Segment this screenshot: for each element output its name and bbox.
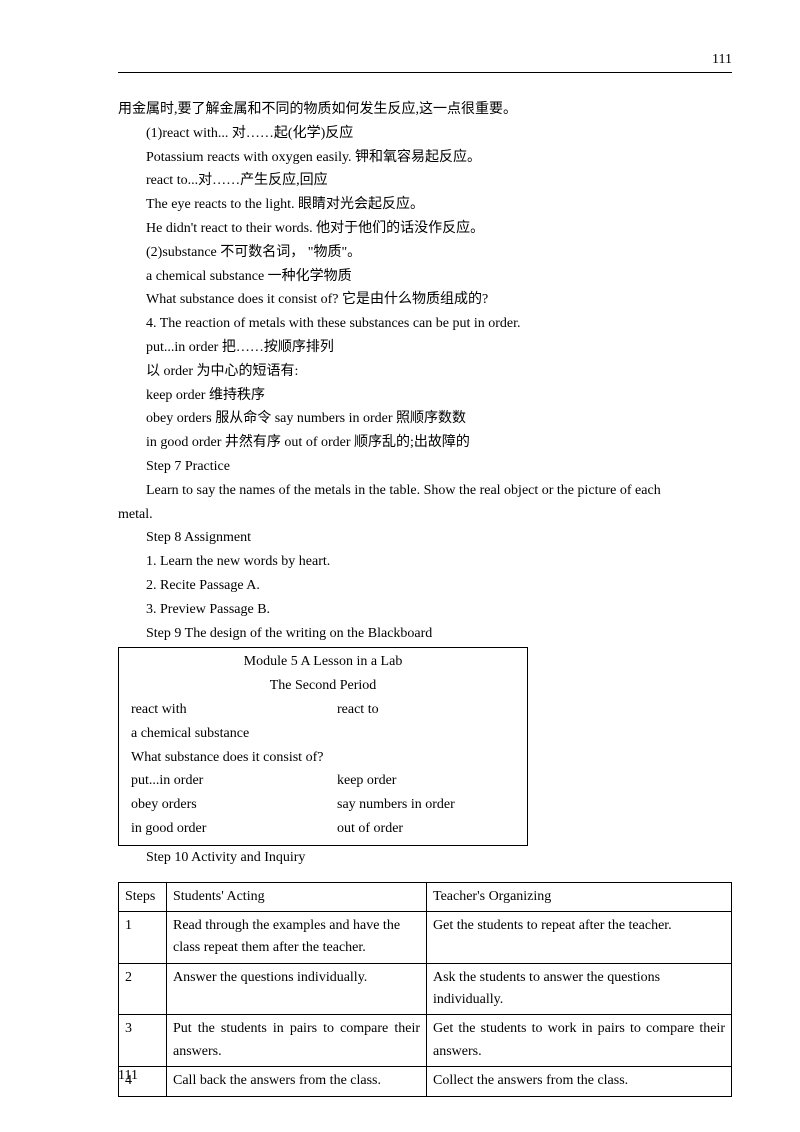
box-row: obey orders say numbers in order (127, 793, 519, 817)
step-heading: Step 7 Practice (118, 455, 732, 479)
box-cell: in good order (127, 817, 337, 841)
table-header-cell: Steps (119, 882, 167, 911)
box-row: react with react to (127, 698, 519, 722)
table-cell: Get the students to repeat after the tea… (427, 911, 732, 963)
body-line: 以 order 为中心的短语有: (118, 360, 732, 384)
step-heading: Step 8 Assignment (118, 526, 732, 550)
table-cell: Answer the questions individually. (167, 963, 427, 1015)
body-line: What substance does it consist of? 它是由什么… (118, 288, 732, 312)
blackboard-box: Module 5 A Lesson in a Lab The Second Pe… (118, 647, 528, 845)
table-cell: 3 (119, 1015, 167, 1067)
table-cell: Read through the examples and have the c… (167, 911, 427, 963)
body-line: Potassium reacts with oxygen easily. 钾和氧… (118, 146, 732, 170)
box-row: What substance does it consist of? (127, 746, 519, 770)
body-line: in good order 井然有序 out of order 顺序乱的;出故障… (118, 431, 732, 455)
header-rule (118, 72, 732, 73)
table-header-cell: Teacher's Organizing (427, 882, 732, 911)
body-line: a chemical substance 一种化学物质 (118, 265, 732, 289)
table-row: Steps Students' Acting Teacher's Organiz… (119, 882, 732, 911)
table-cell: Collect the answers from the class. (427, 1067, 732, 1096)
table-header-cell: Students' Acting (167, 882, 427, 911)
table-cell: 1 (119, 911, 167, 963)
box-cell: say numbers in order (337, 793, 455, 817)
body-line: keep order 维持秩序 (118, 384, 732, 408)
page-number-top: 111 (712, 52, 732, 68)
table-cell: Call back the answers from the class. (167, 1067, 427, 1096)
body-line: (1)react with... 对……起(化学)反应 (118, 122, 732, 146)
table-row: 3 Put the students in pairs to compare t… (119, 1015, 732, 1067)
step-heading: Step 9 The design of the writing on the … (118, 622, 732, 646)
table-cell: Ask the students to answer the questions… (427, 963, 732, 1015)
body-line: He didn't react to their words. 他对于他们的话没… (118, 217, 732, 241)
body-line: The eye reacts to the light. 眼睛对光会起反应。 (118, 193, 732, 217)
box-cell: react to (337, 698, 379, 722)
table-row: 4 Call back the answers from the class. … (119, 1067, 732, 1096)
box-row: a chemical substance (127, 722, 519, 746)
table-row: 1 Read through the examples and have the… (119, 911, 732, 963)
box-row: in good order out of order (127, 817, 519, 841)
box-row: put...in order keep order (127, 769, 519, 793)
table-cell: Get the students to work in pairs to com… (427, 1015, 732, 1067)
body-line: 1. Learn the new words by heart. (118, 550, 732, 574)
body-line: 用金属时,要了解金属和不同的物质如何发生反应,这一点很重要。 (118, 98, 732, 122)
page-number-bottom: 111 (118, 1068, 138, 1084)
body-line: obey orders 服从命令 say numbers in order 照顺… (118, 407, 732, 431)
step-heading: Step 10 Activity and Inquiry (118, 846, 732, 870)
box-title: Module 5 A Lesson in a Lab (127, 650, 519, 674)
body-line: (2)substance 不可数名词， "物质"。 (118, 241, 732, 265)
box-cell: put...in order (127, 769, 337, 793)
box-cell: obey orders (127, 793, 337, 817)
box-cell: out of order (337, 817, 403, 841)
body-line: 3. Preview Passage B. (118, 598, 732, 622)
body-line: 4. The reaction of metals with these sub… (118, 312, 732, 336)
box-cell: react with (127, 698, 337, 722)
body-line: put...in order 把……按顺序排列 (118, 336, 732, 360)
table-cell: 2 (119, 963, 167, 1015)
table-row: 2 Answer the questions individually. Ask… (119, 963, 732, 1015)
body-line: metal. (118, 503, 732, 527)
activity-table: Steps Students' Acting Teacher's Organiz… (118, 882, 732, 1097)
body-line: react to...对……产生反应,回应 (118, 169, 732, 193)
document-content: 用金属时,要了解金属和不同的物质如何发生反应,这一点很重要。 (1)react … (118, 98, 732, 1097)
table-cell: Put the students in pairs to compare the… (167, 1015, 427, 1067)
body-line: 2. Recite Passage A. (118, 574, 732, 598)
box-cell: keep order (337, 769, 396, 793)
body-line: Learn to say the names of the metals in … (118, 479, 732, 503)
box-subtitle: The Second Period (127, 674, 519, 698)
